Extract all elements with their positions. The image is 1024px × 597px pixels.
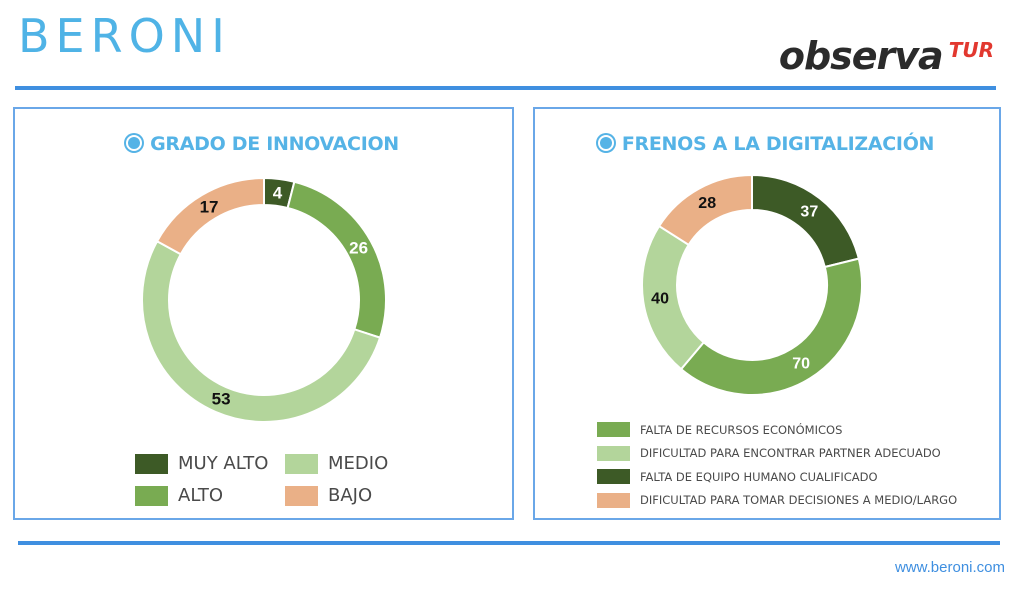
- innovation-panel: GRADO DE INNOVACION 4 26 53 17 MUY ALTO MED…: [13, 107, 514, 520]
- donut-data-label: 17: [200, 198, 219, 217]
- donut-slice-falta-de-equipo-humano-cualificado: [751, 173, 860, 269]
- donut-slice-dificultad-para-tomar-decisiones-a-medio-largo: [657, 173, 753, 247]
- legend-swatch: [597, 492, 630, 508]
- observatur-logo-suffix: TUR: [948, 38, 994, 62]
- digitalization-donut-chart: 37 70 40 28: [641, 173, 863, 396]
- innovation-title: GRADO DE INNOVACION: [15, 133, 512, 155]
- footer-url[interactable]: www.beroni.com: [894, 559, 1005, 576]
- legend-item-recursos: FALTA DE RECURSOS ECONÓMICOS: [597, 418, 957, 442]
- donut-data-label: 40: [651, 291, 669, 308]
- donut-data-label: 53: [212, 390, 231, 409]
- legend-swatch: [135, 453, 168, 474]
- legend-item-partner: DIFICULTAD PARA ENCONTRAR PARTNER ADECUA…: [597, 442, 957, 466]
- legend-label: DIFICULTAD PARA ENCONTRAR PARTNER ADECUA…: [640, 446, 941, 461]
- observatur-logo-main: observa: [778, 34, 944, 78]
- legend-label: FALTA DE RECURSOS ECONÓMICOS: [640, 422, 843, 437]
- legend-label: MUY ALTO: [178, 453, 269, 474]
- legend-swatch: [597, 422, 630, 438]
- donut-slice-alto: [286, 180, 387, 339]
- innovation-title-text: GRADO DE INNOVACION: [150, 133, 399, 155]
- donut-data-label: 70: [792, 355, 810, 372]
- legend-item-alto: ALTO: [135, 485, 223, 506]
- legend-label: ALTO: [178, 485, 224, 506]
- donut-slice-bajo: [155, 176, 265, 256]
- digitalization-title: FRENOS A LA DIGITALIZACIÓN: [535, 133, 999, 155]
- legend-label: BAJO: [328, 485, 373, 506]
- digitalization-title-text: FRENOS A LA DIGITALIZACIÓN: [621, 133, 935, 155]
- header-divider: [15, 86, 996, 90]
- legend-item-medio: MEDIO: [285, 453, 388, 474]
- legend-swatch: [285, 485, 318, 506]
- donut-data-label: 37: [800, 203, 818, 220]
- legend-swatch: [285, 453, 318, 474]
- legend-item-muy-alto: MUY ALTO: [135, 453, 268, 474]
- legend-label: FALTA DE EQUIPO HUMANO CUALIFICADO: [640, 469, 878, 484]
- title-bullet-icon: [599, 137, 612, 149]
- digitalization-panel: FRENOS A LA DIGITALIZACIÓN 37 70 40 28 FALT…: [533, 107, 1001, 520]
- innovation-donut-chart: 4 26 53 17: [141, 176, 387, 424]
- legend-label: MEDIO: [328, 453, 389, 474]
- donut-data-label: 26: [349, 238, 368, 257]
- observatur-logo: observa TUR: [779, 28, 994, 78]
- donut-slice-falta-de-recursos-econ-micos: [679, 257, 863, 396]
- donut-slice-medio: [141, 239, 382, 424]
- legend-item-bajo: BAJO: [285, 485, 372, 506]
- legend-item-decisiones: DIFICULTAD PARA TOMAR DECISIONES A MEDIO…: [597, 489, 957, 513]
- title-bullet-icon: [128, 137, 141, 149]
- footer-divider: [18, 541, 1000, 545]
- donut-data-label: 4: [273, 183, 283, 202]
- legend-swatch: [135, 485, 168, 506]
- legend-swatch: [597, 469, 630, 485]
- legend-item-equipo: FALTA DE EQUIPO HUMANO CUALIFICADO: [597, 465, 957, 489]
- legend-label: DIFICULTAD PARA TOMAR DECISIONES A MEDIO…: [640, 493, 958, 508]
- beroni-logo: BERONI: [18, 9, 231, 63]
- legend-swatch: [597, 445, 630, 461]
- digitalization-legend: FALTA DE RECURSOS ECONÓMICOS DIFICULTAD …: [597, 418, 957, 512]
- donut-data-label: 28: [698, 195, 716, 212]
